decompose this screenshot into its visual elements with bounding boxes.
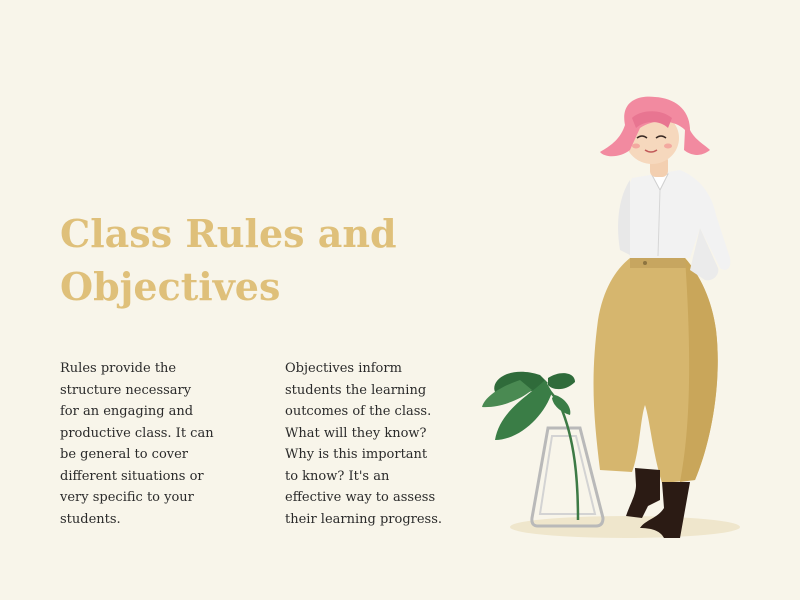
vase <box>530 426 605 528</box>
rules-line: structure necessary <box>60 382 192 398</box>
rules-line: Rules provide the <box>60 361 177 376</box>
rules-line: be general to cover <box>60 447 189 462</box>
objectives-line: effective way to assess <box>285 490 436 505</box>
objectives-paragraph: Objectives inform students the learning … <box>285 358 442 530</box>
rules-paragraph: Rules provide the structure necessary fo… <box>60 358 214 530</box>
pants <box>593 258 718 483</box>
objectives-line: outcomes of the class. <box>285 404 432 419</box>
title-line-2: Objectives <box>60 264 281 309</box>
rules-line: different situations or <box>60 468 204 484</box>
objectives-line: their learning progress. <box>285 511 443 527</box>
page-title: Class Rules and Objectives <box>60 207 440 313</box>
woman-with-plant-illustration <box>482 96 740 538</box>
plant <box>482 371 580 521</box>
objectives-line: students the learning <box>285 382 427 398</box>
rules-line: for an engaging and <box>60 404 194 419</box>
rules-line: students. <box>60 511 121 527</box>
hair <box>600 96 710 157</box>
objectives-line: Why is this important <box>285 447 428 462</box>
rules-line: productive class. It can <box>60 425 214 441</box>
objectives-line: to know? It's an <box>285 468 390 484</box>
boots <box>626 468 690 538</box>
objectives-line: What will they know? <box>285 425 427 441</box>
title-line-1: Class Rules and <box>60 211 397 256</box>
objectives-line: Objectives inform <box>285 361 402 376</box>
rules-line: very specific to your <box>60 490 194 505</box>
shirt <box>618 170 731 281</box>
